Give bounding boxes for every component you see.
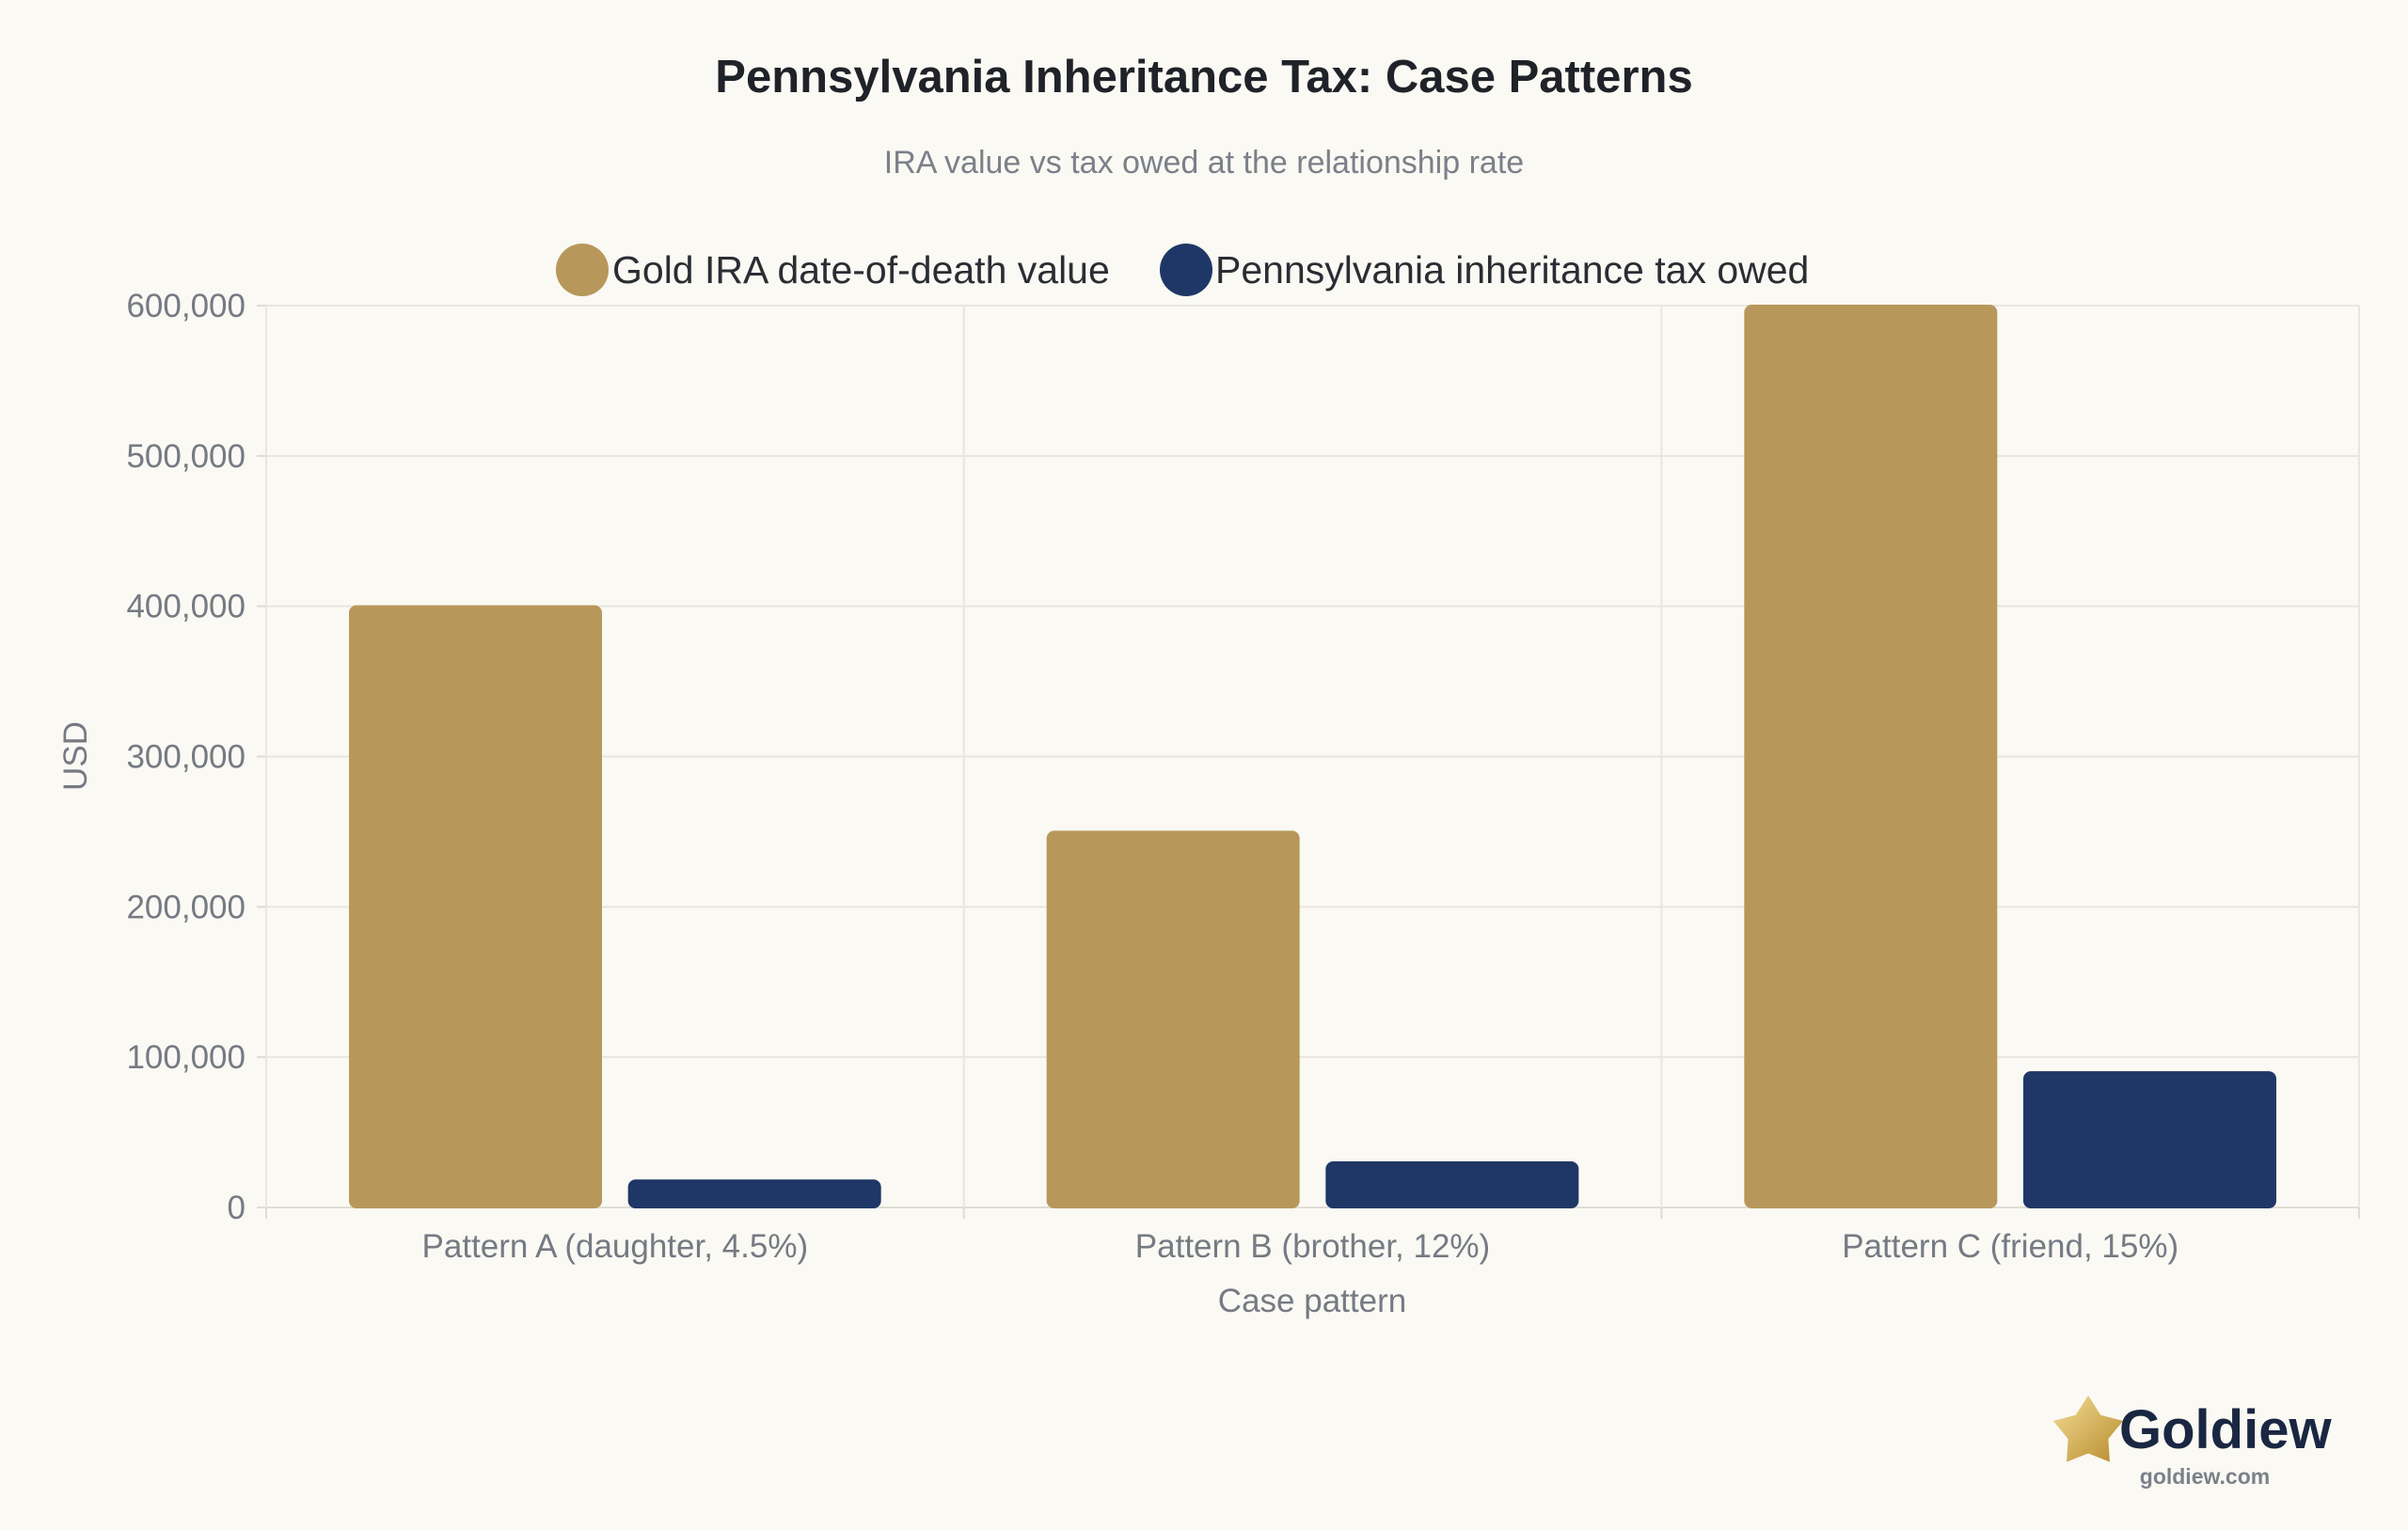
legend-swatch-ira-value xyxy=(556,244,609,296)
bar-tax-owed xyxy=(627,1179,881,1208)
legend: Gold IRA date-of-death value Pennsylvani… xyxy=(556,244,1809,296)
chart-title: Pennsylvania Inheritance Tax: Case Patte… xyxy=(715,52,1692,103)
legend-label-ira-value: Gold IRA date-of-death value xyxy=(612,248,1110,292)
bar-tax-owed xyxy=(1325,1161,1579,1209)
legend-label-tax-owed: Pennsylvania inheritance tax owed xyxy=(1215,248,1809,292)
y-axis-title: USD xyxy=(57,721,94,791)
y-tick-label: 500,000 xyxy=(126,438,246,475)
chart-subtitle: IRA value vs tax owed at the relationshi… xyxy=(884,145,1524,181)
x-tick-label: Pattern A (daughter, 4.5%) xyxy=(422,1228,809,1265)
bar-ira-value xyxy=(1046,830,1300,1209)
y-tick-label: 0 xyxy=(228,1190,246,1226)
y-tick-label: 100,000 xyxy=(126,1039,246,1076)
y-tick-label: 300,000 xyxy=(126,739,246,776)
x-tick-label: Pattern B (brother, 12%) xyxy=(1135,1228,1490,1265)
brand-name: Goldiew xyxy=(2119,1399,2332,1460)
brand-logo: Goldiew goldiew.com xyxy=(2052,1396,2332,1489)
brand-url: goldiew.com xyxy=(2140,1464,2270,1489)
y-tick-label: 600,000 xyxy=(126,288,246,324)
bar-tax-owed xyxy=(2023,1071,2276,1209)
y-tick-label: 400,000 xyxy=(126,589,246,625)
legend-swatch-tax-owed xyxy=(1160,244,1212,296)
bar-ira-value xyxy=(349,605,602,1208)
plot-area: 0 100,000 200,000 300,000 400,000 500,000 600,… xyxy=(126,288,2360,1265)
star-icon xyxy=(2052,1396,2124,1462)
x-axis-title: Case pattern xyxy=(1218,1283,1406,1319)
x-tick-label: Pattern C (friend, 15%) xyxy=(1842,1228,2178,1265)
bar-ira-value xyxy=(1744,305,1998,1208)
y-tick-label: 200,000 xyxy=(126,889,246,925)
